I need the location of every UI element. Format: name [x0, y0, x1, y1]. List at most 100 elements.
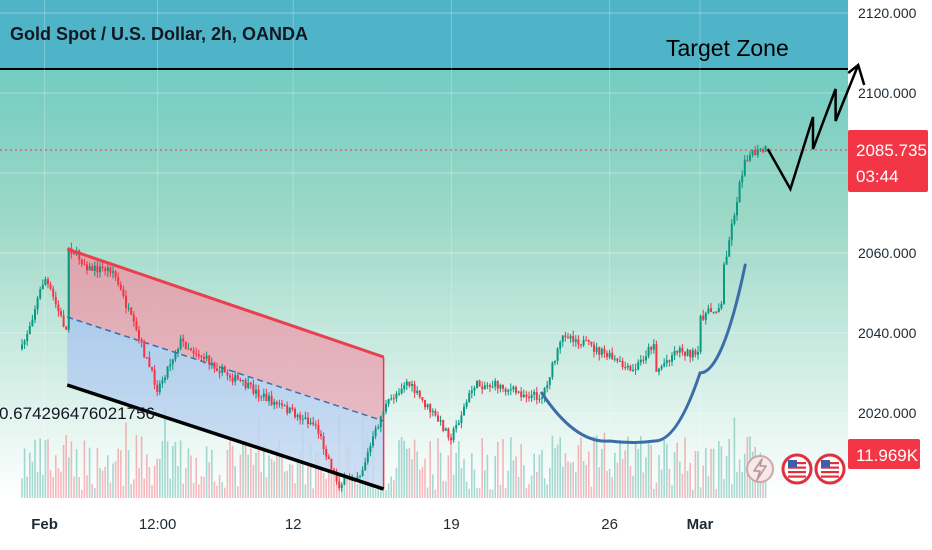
- candle-body: [166, 366, 169, 378]
- candle-body: [213, 362, 216, 369]
- chart-title: Gold Spot / U.S. Dollar, 2h, OANDA: [10, 24, 308, 44]
- us-flag-icon[interactable]: [781, 453, 813, 485]
- volume-bar: [634, 441, 637, 498]
- candle-body: [299, 414, 302, 420]
- volume-bar: [23, 448, 26, 498]
- volume-bar: [114, 461, 117, 498]
- candle-body: [262, 393, 265, 397]
- volume-bar: [608, 468, 611, 498]
- candle-body: [551, 362, 554, 378]
- candle-body: [392, 398, 395, 400]
- candle-body: [340, 484, 343, 489]
- candle-body: [684, 352, 686, 356]
- candle-body: [31, 319, 34, 327]
- volume-bar: [619, 440, 621, 498]
- candle-body: [489, 385, 491, 388]
- volume-bar: [307, 459, 309, 498]
- candle-body: [226, 372, 229, 376]
- volume-bar: [237, 486, 239, 498]
- time-axis[interactable]: Feb 12:00 12 19 26 Mar: [31, 516, 713, 533]
- volume-bar: [208, 462, 210, 498]
- volume-bar: [601, 449, 603, 498]
- descending-channel: [66, 249, 385, 489]
- volume-bar: [252, 464, 255, 498]
- candle-body: [101, 266, 104, 269]
- candle-body: [452, 428, 455, 441]
- volume-bar: [377, 486, 379, 498]
- volume-bar: [541, 449, 543, 498]
- volume-bar: [499, 484, 502, 498]
- candle-body: [39, 289, 42, 299]
- candle-body: [429, 404, 432, 413]
- candle-body: [450, 437, 452, 441]
- volume-bar: [304, 484, 307, 498]
- price-tick-label: 2040.000: [858, 325, 917, 341]
- volume-bar: [650, 444, 652, 498]
- volume-bar: [660, 469, 663, 498]
- volume-bar: [39, 438, 41, 498]
- us-flag-icon-stripe: [788, 471, 806, 474]
- candle-body: [372, 436, 374, 446]
- volume-bar: [668, 468, 671, 498]
- candle-body: [223, 366, 226, 373]
- candle-body: [273, 401, 276, 405]
- volume-bar: [538, 454, 541, 498]
- candle-body: [730, 223, 733, 241]
- candle-body: [364, 462, 367, 471]
- candle-body: [400, 388, 403, 394]
- volume-bar: [179, 440, 182, 498]
- volume-bar: [517, 476, 520, 498]
- volume-bar: [234, 466, 236, 498]
- overlays: [66, 62, 866, 491]
- volume-bar: [257, 418, 260, 498]
- volume-bar: [156, 458, 158, 498]
- price-tick-label: 2060.000: [858, 245, 917, 261]
- candle-body: [496, 380, 499, 389]
- volume-bar: [738, 459, 741, 498]
- volume-bar: [567, 461, 569, 498]
- candle-body: [405, 381, 408, 386]
- volume-bar: [151, 484, 153, 498]
- candle-body: [689, 349, 692, 358]
- candle-body: [442, 420, 445, 431]
- candle-body: [130, 307, 133, 315]
- candle-body: [463, 406, 465, 416]
- volume-bar: [273, 461, 275, 498]
- candle-body: [642, 359, 645, 361]
- volume-bar: [728, 439, 730, 498]
- candle-body: [470, 390, 473, 394]
- us-flag-icon[interactable]: [814, 453, 846, 485]
- candle-body: [88, 266, 91, 271]
- volume-bar: [460, 467, 463, 498]
- lightning-icon[interactable]: [746, 455, 774, 483]
- volume-bar: [216, 485, 218, 498]
- price-tick-label: 2120.000: [858, 5, 917, 21]
- candle-body: [333, 469, 335, 472]
- candle-body: [96, 265, 99, 273]
- candle-body: [572, 336, 575, 342]
- volume-bar: [36, 471, 39, 498]
- candle-body: [174, 353, 177, 360]
- volume-bar: [491, 489, 494, 498]
- forecast-path: [766, 64, 860, 193]
- volume-bar: [224, 487, 226, 498]
- volume-bar: [476, 488, 478, 498]
- us-flag-icon-stripe: [821, 466, 839, 469]
- volume-bar: [590, 486, 593, 498]
- candle-body: [502, 384, 504, 389]
- volume-bar: [135, 434, 138, 498]
- candle-body: [538, 398, 541, 400]
- volume-bar: [718, 441, 720, 498]
- volume-bar: [393, 480, 395, 498]
- candle-body: [52, 288, 55, 297]
- volume-bar: [140, 436, 143, 498]
- candle-body: [44, 279, 47, 285]
- volume-bar: [166, 441, 169, 498]
- candle-body: [613, 358, 616, 360]
- volume-bar: [497, 442, 499, 498]
- candle-body: [626, 365, 629, 368]
- volume-bar: [91, 483, 93, 498]
- candle-body: [317, 425, 320, 434]
- volume-bar: [439, 452, 442, 498]
